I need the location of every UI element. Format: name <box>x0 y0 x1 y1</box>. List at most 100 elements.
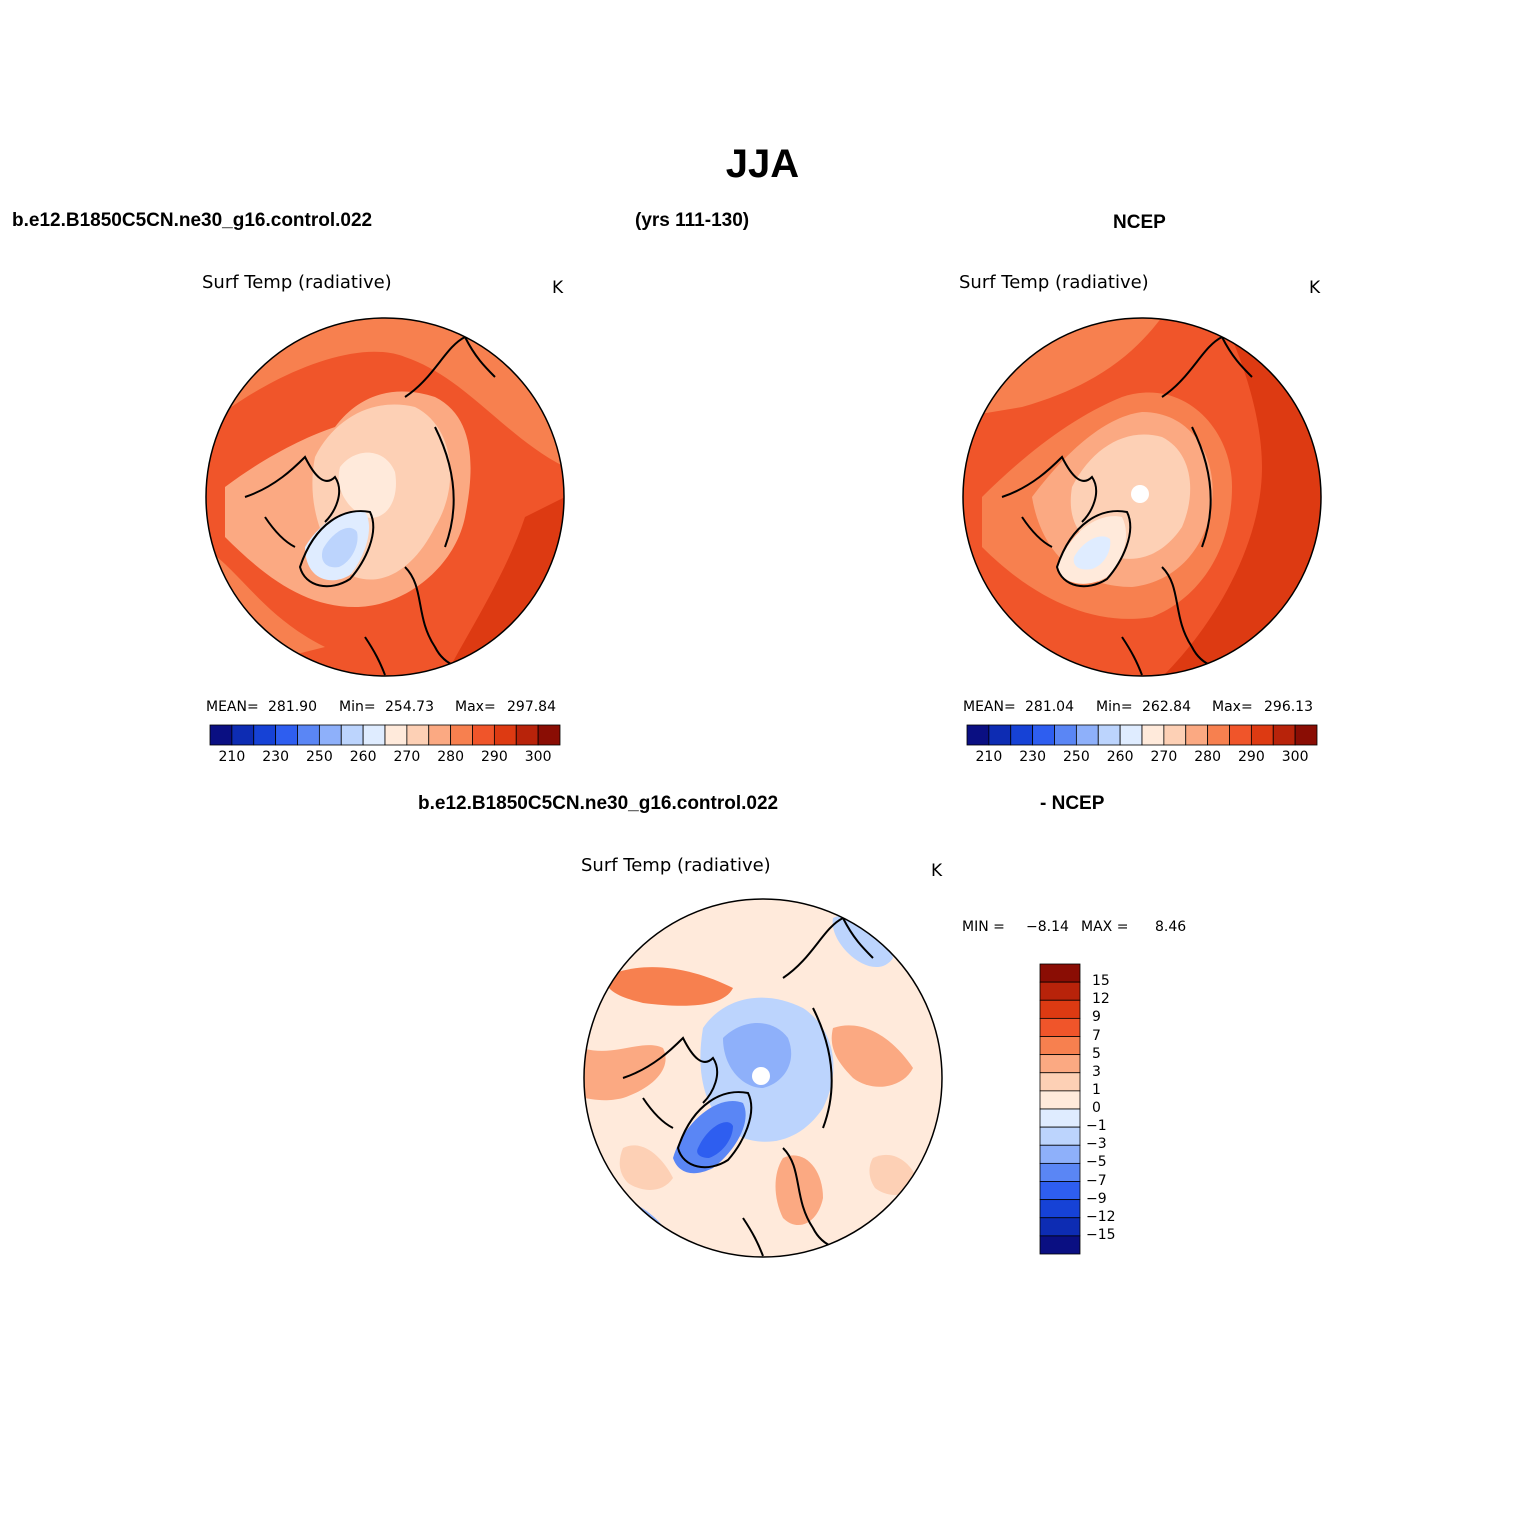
model-colorbar-box <box>493 724 517 746</box>
obs-colorbar-box <box>1010 724 1034 746</box>
diff-case-name-label: b.e12.B1850C5CN.ne30_g16.control.022 <box>418 793 779 814</box>
diff-colorbar-box <box>1039 963 1081 983</box>
obs-colorbar-tick-label: 210 <box>975 749 1003 765</box>
case-name-label: b.e12.B1850C5CN.ne30_g16.control.022 <box>12 210 373 231</box>
model-colorbar-box <box>297 724 320 746</box>
diff-colorbar-tick-label: −3 <box>1086 1136 1107 1153</box>
diff-colorbar-box <box>1039 1017 1081 1037</box>
obs-colorbar-box <box>1075 724 1099 746</box>
diff-colorbar-ticks: 15 12 9 7 5 3 1 0 −1 −3 −5 −7 −9 −12 −15 <box>1086 964 1146 1254</box>
obs-colorbar-box <box>1185 724 1209 746</box>
model-colorbar-box <box>253 724 277 746</box>
map-fill-cream <box>338 452 396 518</box>
diff-colorbar-tick-label: 3 <box>1092 1063 1101 1080</box>
model-colorbar-tick-label: 270 <box>393 749 421 765</box>
model-colorbar-tick-label: 260 <box>349 749 377 765</box>
obs-max-value: 296.13 <box>1264 699 1313 715</box>
model-colorbar-box <box>515 724 539 746</box>
obs-colorbar-box <box>1032 724 1055 746</box>
diff-colorbar-tick-label: −5 <box>1086 1154 1107 1171</box>
obs-colorbar-box <box>1054 724 1077 746</box>
diff-panel-title: Surf Temp (radiative) <box>581 855 771 876</box>
model-colorbar-box <box>384 724 408 746</box>
obs-colorbar-box <box>1119 724 1143 746</box>
obs-colorbar-box <box>1229 724 1252 746</box>
diff-colorbar-box <box>1039 1199 1081 1219</box>
obs-colorbar-tick-label: 270 <box>1150 749 1178 765</box>
obs-max-label: Max= <box>1212 699 1253 715</box>
obs-colorbar-tick-label: 250 <box>1063 749 1090 765</box>
obs-colorbar-ticks: 210 230 250 260 270 280 290 300 <box>967 749 1317 769</box>
diff-colorbar-tick-label: 0 <box>1092 1100 1101 1116</box>
diff-colorbar-box <box>1039 981 1081 1001</box>
diff-colorbar-tick-label: −1 <box>1086 1118 1107 1135</box>
diff-colorbar-box <box>1039 1108 1081 1128</box>
model-colorbar-box <box>450 724 473 746</box>
obs-colorbar-tick-label: 280 <box>1194 749 1221 765</box>
obs-colorbar-box <box>1141 724 1165 746</box>
diff-colorbar-box <box>1039 1054 1081 1074</box>
model-colorbar-box <box>428 724 452 746</box>
model-colorbar-box <box>537 724 561 746</box>
map-fill-peach-southwest <box>619 1145 673 1190</box>
diff-colorbar-box <box>1039 999 1081 1019</box>
obs-min-label: Min= <box>1096 699 1133 715</box>
model-mean-value: 281.90 <box>268 699 317 715</box>
years-label: (yrs 111-130) <box>635 210 750 231</box>
obs-colorbar-box <box>1097 724 1121 746</box>
diff-colorbar-box <box>1039 1217 1081 1237</box>
obs-colorbar <box>966 724 1318 746</box>
obs-colorbar-box <box>1294 724 1318 746</box>
diff-colorbar-box <box>1039 1144 1081 1164</box>
figure-title: JJA <box>725 142 800 186</box>
pole-missing-data <box>1131 485 1149 503</box>
map-fill-warm-northwest <box>603 967 733 1006</box>
obs-mean-label: MEAN= <box>963 699 1016 715</box>
diff-colorbar-tick-label: 9 <box>1092 1009 1101 1026</box>
diff-colorbar-tick-label: 1 <box>1092 1081 1101 1098</box>
model-colorbar-tick-label: 250 <box>306 749 333 765</box>
obs-colorbar-box <box>1207 724 1230 746</box>
diff-colorbar-tick-label: −15 <box>1086 1226 1116 1243</box>
model-colorbar-tick-label: 280 <box>437 749 464 765</box>
model-colorbar-tick-label: 290 <box>481 749 508 765</box>
diff-max-label: MAX = <box>1081 919 1129 935</box>
obs-min-value: 262.84 <box>1142 699 1191 715</box>
diff-colorbar-box <box>1039 1090 1081 1110</box>
map-fill-salmon-west <box>584 1045 666 1101</box>
diff-polar-map <box>583 898 943 1258</box>
model-colorbar-box <box>275 724 298 746</box>
diff-colorbar-tick-label: 12 <box>1092 991 1110 1008</box>
model-colorbar-tick-label: 300 <box>524 749 552 765</box>
diff-units-label: K <box>931 861 943 881</box>
obs-colorbar-tick-label: 230 <box>1019 749 1046 765</box>
diff-max-value: 8.46 <box>1155 919 1187 935</box>
model-colorbar-box <box>209 724 233 746</box>
obs-colorbar-box <box>966 724 990 746</box>
diff-colorbar-box <box>1039 1072 1081 1092</box>
diff-colorbar-tick-label: −7 <box>1086 1172 1107 1189</box>
model-colorbar-box <box>406 724 430 746</box>
map-fill-cool-arctic-core <box>723 1023 792 1088</box>
diff-colorbar-box <box>1039 1126 1081 1146</box>
model-colorbar-box <box>472 724 495 746</box>
model-colorbar <box>209 724 561 746</box>
model-max-label: Max= <box>455 699 496 715</box>
obs-panel-title: Surf Temp (radiative) <box>959 272 1149 293</box>
diff-min-label: MIN = <box>962 919 1005 935</box>
obs-units-label: K <box>1309 278 1321 298</box>
pole-missing-data <box>752 1067 770 1085</box>
diff-colorbar-box <box>1039 1162 1081 1182</box>
obs-colorbar-box <box>1163 724 1187 746</box>
obs-mean-value: 281.04 <box>1025 699 1074 715</box>
diff-colorbar-tick-label: 15 <box>1092 973 1110 990</box>
model-min-value: 254.73 <box>385 699 434 715</box>
model-colorbar-box <box>362 724 386 746</box>
diff-obs-name-label: - NCEP <box>1040 793 1105 814</box>
greenland-fill-cool-core <box>321 527 358 568</box>
model-colorbar-tick-label: 230 <box>262 749 289 765</box>
obs-polar-map <box>962 317 1322 677</box>
diff-colorbar-tick-label: 5 <box>1092 1045 1101 1062</box>
obs-colorbar-box <box>1272 724 1296 746</box>
obs-colorbar-tick-label: 260 <box>1106 749 1134 765</box>
